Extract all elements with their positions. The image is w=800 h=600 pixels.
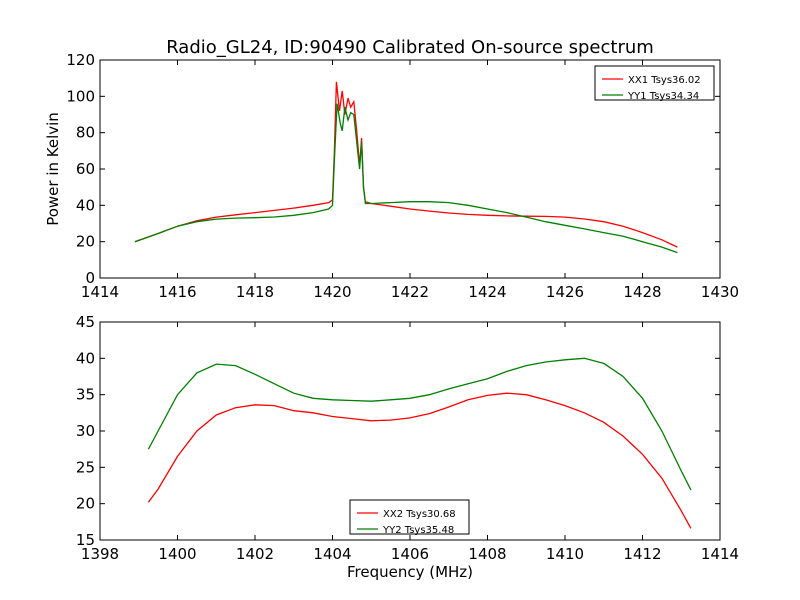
legend: XX1 Tsys36.02 YY1 Tsys34.34: [594, 65, 715, 102]
series-line-1: [147, 392, 692, 529]
x-tick-label: 1408: [468, 545, 506, 563]
y-tick-label: 45: [76, 313, 95, 331]
y-tick-label: 120: [66, 51, 95, 69]
x-tick-label: 1418: [236, 283, 274, 301]
y-tick-label: 40: [76, 349, 95, 367]
y-tick-label: 20: [76, 495, 95, 513]
series-line-1: [134, 81, 678, 248]
bottom-spectrum-chart: 1398 1400 1402 1404 1406 1408 1410 1412 1414 15 20…: [76, 313, 739, 563]
x-tick-label: 1398: [81, 545, 119, 563]
y-tick-label: 100: [66, 87, 95, 105]
y-tick-label: 0: [85, 269, 95, 287]
y-tick-label: 20: [76, 233, 95, 251]
x-tick-label: 1412: [623, 545, 661, 563]
series-line-2: [147, 357, 692, 491]
x-tick-label: 1414: [701, 545, 739, 563]
y-tick-label: 30: [76, 422, 95, 440]
chart-title: Radio_GL24, ID:90490 Calibrated On-sourc…: [166, 37, 654, 58]
x-tick-label: 1402: [236, 545, 274, 563]
x-tick-label: 1410: [546, 545, 584, 563]
y-tick-label: 25: [76, 458, 95, 476]
y-tick-label: 40: [76, 196, 95, 214]
y-tick-label: 60: [76, 160, 95, 178]
x-tick-label: 1414: [81, 283, 119, 301]
x-tick-label: 1424: [468, 283, 506, 301]
legend-entry: XX1 Tsys36.02: [628, 75, 701, 86]
legend-entry: YY1 Tsys34.34: [627, 91, 699, 102]
legend-box: [594, 65, 715, 101]
x-tick-label: 1406: [391, 545, 429, 563]
y-axis-label-top: Power in Kelvin: [44, 112, 62, 226]
x-tick-label: 1430: [701, 283, 739, 301]
x-tick-label: 1422: [391, 283, 429, 301]
x-tick-label: 1404: [313, 545, 351, 563]
x-tick-label: 1400: [158, 545, 196, 563]
x-tick-label: 1426: [546, 283, 584, 301]
legend-entry: YY2 Tsys35.48: [382, 525, 454, 536]
y-tick-label: 80: [76, 124, 95, 142]
x-axis-label-bottom: Frequency (MHz): [347, 563, 473, 581]
y-tick-label: 15: [76, 531, 95, 549]
legend: XX2 Tsys30.68 YY2 Tsys35.48: [349, 499, 470, 536]
top-spectrum-chart: 1414 1416 1418 1420 1422 1424 1426 1428 1430 0 20 4…: [66, 51, 739, 301]
legend-box: [349, 499, 470, 535]
x-tick-label: 1420: [313, 283, 351, 301]
x-tick-label: 1416: [158, 283, 196, 301]
x-tick-label: 1428: [623, 283, 661, 301]
y-tick-label: 35: [76, 386, 95, 404]
series-line-2: [134, 103, 678, 254]
legend-entry: XX2 Tsys30.68: [383, 509, 456, 520]
